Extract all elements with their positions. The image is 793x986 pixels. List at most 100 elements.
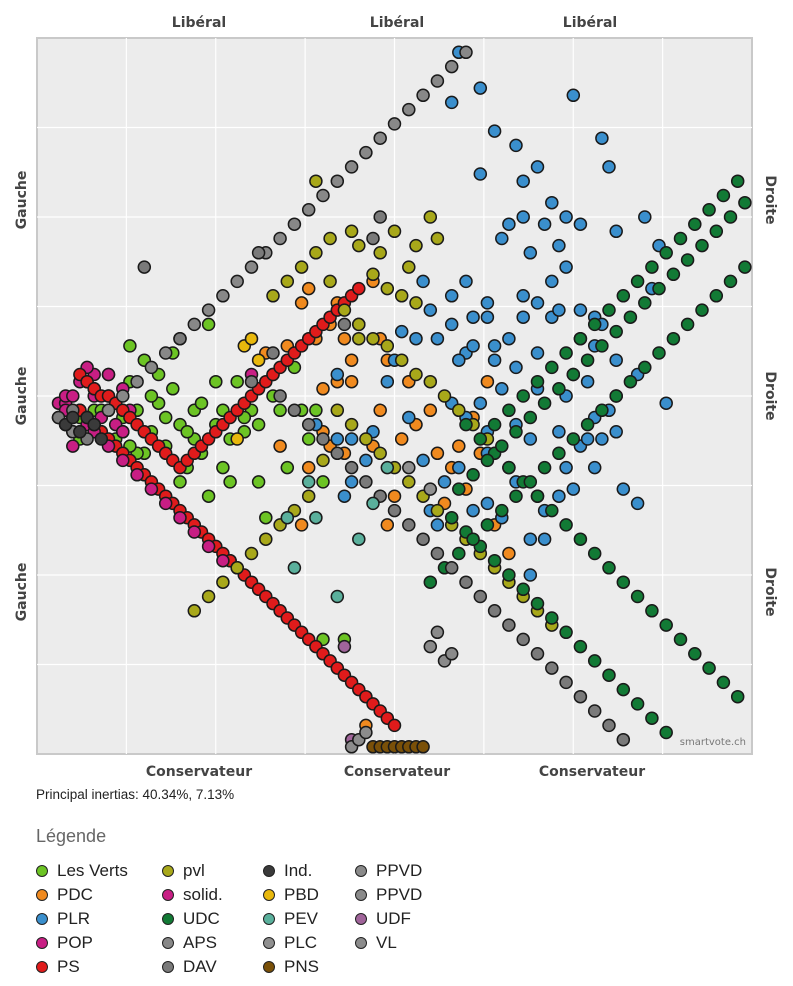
point-plr bbox=[452, 353, 466, 367]
point-les-verts bbox=[194, 396, 209, 410]
point-udc bbox=[616, 682, 631, 697]
point-udc bbox=[537, 396, 552, 410]
point-pvl bbox=[266, 289, 280, 303]
point-udc bbox=[466, 532, 480, 546]
point-pbd bbox=[244, 331, 259, 346]
point-solid bbox=[187, 525, 202, 539]
point-plr bbox=[330, 432, 345, 446]
point-plr bbox=[552, 489, 566, 503]
point-udc bbox=[559, 346, 573, 360]
point-aps bbox=[344, 160, 359, 174]
point-plr bbox=[616, 482, 631, 496]
legend-label: VL bbox=[376, 933, 397, 952]
point-udc bbox=[587, 654, 602, 668]
legend-item: solid. bbox=[162, 884, 223, 906]
legend-label: PPVD bbox=[376, 885, 423, 904]
point-plr bbox=[437, 475, 452, 489]
point-plr bbox=[559, 460, 573, 475]
legend-swatch bbox=[36, 913, 48, 925]
point-pvl bbox=[366, 267, 380, 282]
legend-item: PPVD bbox=[355, 884, 422, 906]
point-udc bbox=[545, 360, 559, 375]
point-dav bbox=[251, 246, 266, 260]
point-pdc bbox=[430, 446, 445, 461]
point-aps bbox=[230, 274, 244, 289]
point-udc bbox=[502, 460, 516, 475]
point-les-verts bbox=[251, 417, 266, 432]
point-plr bbox=[359, 453, 373, 468]
legend-item: UDF bbox=[355, 908, 411, 930]
point-solid bbox=[116, 453, 130, 468]
legend-item: PBD bbox=[263, 884, 319, 906]
point-udc bbox=[652, 281, 666, 296]
point-pvl bbox=[373, 246, 387, 260]
point-udc bbox=[552, 382, 566, 396]
point-les-verts bbox=[209, 374, 223, 389]
legend-swatch bbox=[36, 961, 48, 973]
legend-label: PLR bbox=[57, 909, 91, 928]
point-udc bbox=[616, 575, 631, 589]
point-dav bbox=[359, 475, 373, 489]
point-pvl bbox=[423, 374, 438, 389]
point-plr bbox=[530, 296, 545, 310]
point-udc bbox=[580, 417, 595, 432]
point-udc bbox=[702, 203, 716, 217]
point-dav bbox=[273, 389, 287, 403]
point-plr bbox=[487, 353, 502, 367]
point-udc bbox=[495, 439, 509, 453]
point-udc bbox=[738, 260, 752, 274]
point-plr bbox=[537, 532, 552, 546]
point-udc bbox=[695, 238, 709, 253]
point-plr bbox=[452, 460, 466, 475]
point-dav bbox=[616, 732, 631, 747]
point-udc bbox=[545, 503, 559, 518]
point-udc bbox=[487, 553, 502, 568]
point-les-verts bbox=[144, 389, 159, 403]
point-les-verts bbox=[316, 475, 330, 489]
point-dav bbox=[416, 532, 430, 546]
point-aps bbox=[273, 231, 287, 246]
point-udc bbox=[616, 289, 631, 303]
point-solid bbox=[158, 496, 173, 511]
point-pev bbox=[366, 496, 380, 511]
point-udc bbox=[695, 303, 709, 317]
point-les-verts bbox=[123, 339, 137, 353]
point-plr bbox=[416, 453, 430, 468]
point-plr bbox=[337, 489, 352, 503]
point-dav bbox=[173, 331, 187, 346]
point-pop bbox=[66, 389, 80, 403]
point-plr bbox=[480, 296, 495, 310]
point-dav bbox=[459, 575, 473, 589]
data-points bbox=[51, 45, 752, 754]
right-label-1: Droite bbox=[762, 175, 778, 224]
point-plr bbox=[344, 432, 359, 446]
point-udc bbox=[630, 697, 645, 711]
point-udc bbox=[552, 446, 566, 461]
principal-inertias-text: Principal inertias: 40.34%, 7.13% bbox=[36, 787, 235, 802]
point-pvl bbox=[294, 260, 309, 274]
legend-swatch bbox=[355, 913, 367, 925]
point-ind bbox=[66, 410, 80, 425]
point-udc bbox=[730, 174, 745, 188]
point-pvl bbox=[359, 432, 373, 446]
point-pop bbox=[116, 425, 130, 439]
legend-swatch bbox=[36, 937, 48, 949]
legend-swatch bbox=[355, 889, 367, 901]
point-les-verts bbox=[309, 403, 323, 418]
point-udc bbox=[623, 310, 638, 324]
point-dav bbox=[301, 417, 316, 432]
point-udc bbox=[537, 460, 552, 475]
legend: Les Verts PDC PLR POP PS pvl solid. UDC APS DAV In… bbox=[36, 860, 596, 980]
point-dav bbox=[337, 317, 352, 332]
point-udc bbox=[530, 489, 545, 503]
point-plr bbox=[509, 138, 523, 153]
point-udc bbox=[645, 604, 659, 618]
point-plr bbox=[466, 503, 480, 518]
point-pvl bbox=[337, 303, 352, 317]
point-solid bbox=[144, 482, 159, 496]
point-pbd bbox=[251, 353, 266, 367]
point-udc bbox=[723, 210, 738, 224]
point-aps bbox=[130, 374, 144, 389]
point-udc bbox=[523, 410, 538, 425]
legend-swatch bbox=[263, 865, 275, 877]
